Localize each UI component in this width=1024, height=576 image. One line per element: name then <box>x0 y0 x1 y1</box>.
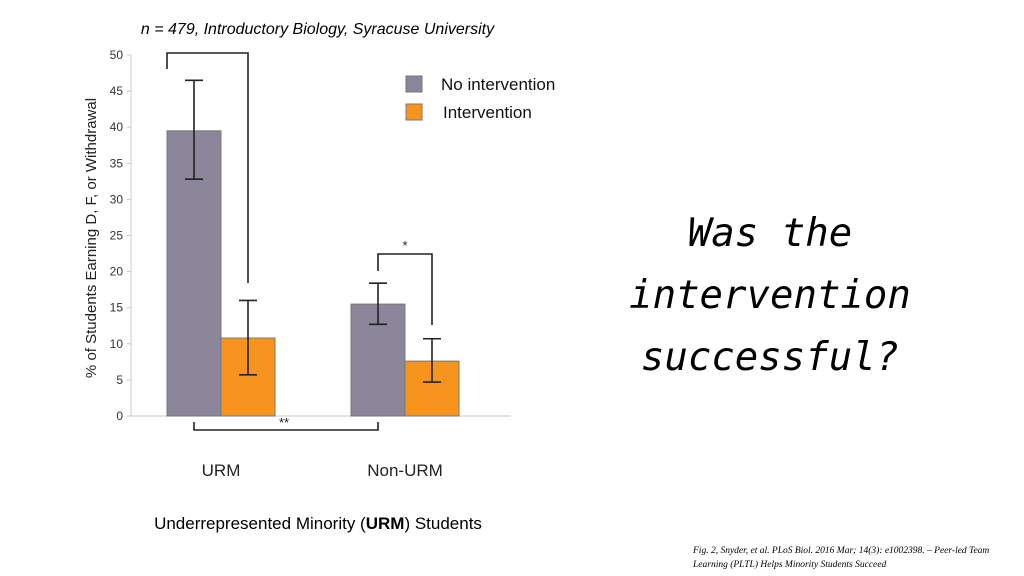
significance-label-non-urm: * <box>402 238 407 253</box>
x-tick-label: Non-URM <box>367 461 443 480</box>
chart-title: n = 479, Introductory Biology, Syracuse … <box>140 21 495 38</box>
footer-label-bold: URM <box>365 514 405 533</box>
y-tick-label: 35 <box>110 156 124 170</box>
question-line-3: successful? <box>640 335 900 380</box>
y-tick-label: 20 <box>110 265 124 279</box>
question-line-1: Was the <box>687 211 853 256</box>
y-tick-label: 10 <box>110 337 124 351</box>
y-tick-label: 5 <box>116 373 123 387</box>
y-tick-label: 25 <box>110 229 124 243</box>
y-tick-label: 45 <box>110 84 124 98</box>
y-tick-label: 40 <box>110 120 124 134</box>
legend-label-no-intervention: No intervention <box>441 75 555 94</box>
y-tick-label: 30 <box>110 192 124 206</box>
y-tick-label: 50 <box>110 48 124 62</box>
y-tick-label: 15 <box>110 301 124 315</box>
citation: Fig. 2, Snyder, et al. PLoS Biol. 2016 M… <box>693 546 990 570</box>
legend-swatch-intervention <box>405 103 423 121</box>
x-tick-label: URM <box>202 461 241 480</box>
y-axis-label: % of Students Earning D, F, or Withdrawa… <box>83 98 100 378</box>
footer-label-pre: Underrepresented Minority ( <box>154 514 366 533</box>
significance-bracket-non-urm <box>377 253 433 325</box>
bar-non-urm-intervention <box>404 360 460 417</box>
footer-label: Underrepresented Minority (URM) Students <box>118 514 518 534</box>
significance-bracket-groups <box>193 422 379 431</box>
legend-swatch-no-intervention <box>405 75 423 93</box>
question-text: Was the intervention successful? <box>590 203 950 389</box>
legend-label-intervention: Intervention <box>443 103 532 122</box>
question-line-2: intervention <box>629 273 911 318</box>
significance-bracket-urm <box>166 52 249 283</box>
y-tick-label: 0 <box>116 409 123 423</box>
significance-label-groups: ** <box>279 415 289 430</box>
footer-label-post: ) Students <box>404 514 482 533</box>
